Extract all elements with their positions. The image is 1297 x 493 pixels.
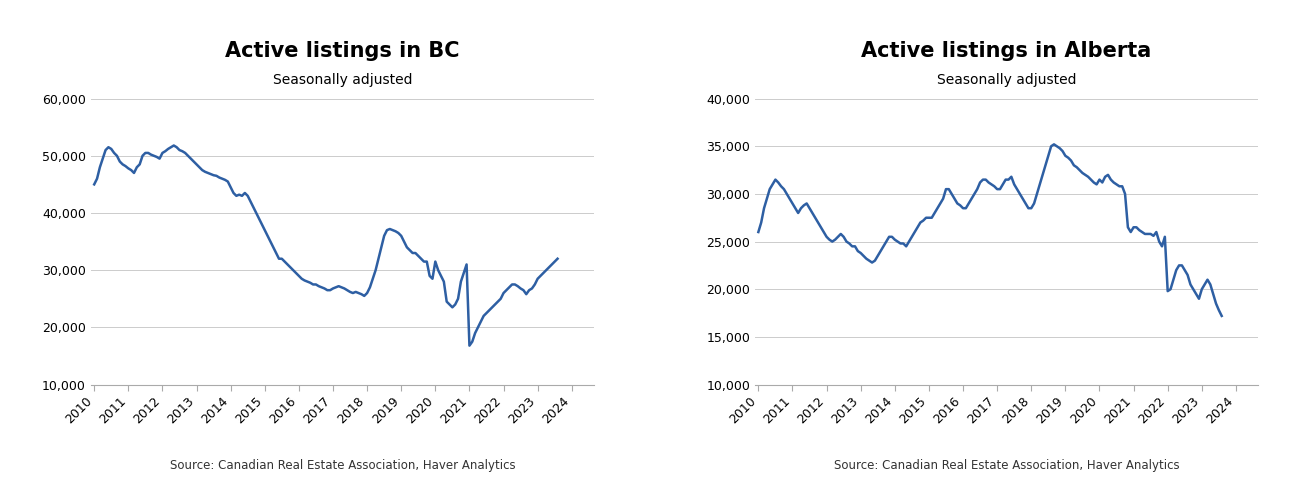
Text: Active listings in Alberta: Active listings in Alberta	[861, 41, 1152, 62]
Text: Seasonally adjusted: Seasonally adjusted	[936, 73, 1077, 87]
Text: Active listings in BC: Active listings in BC	[226, 41, 459, 62]
Text: Seasonally adjusted: Seasonally adjusted	[272, 73, 412, 87]
Text: Source: Canadian Real Estate Association, Haver Analytics: Source: Canadian Real Estate Association…	[834, 459, 1179, 472]
Text: Source: Canadian Real Estate Association, Haver Analytics: Source: Canadian Real Estate Association…	[170, 459, 515, 472]
